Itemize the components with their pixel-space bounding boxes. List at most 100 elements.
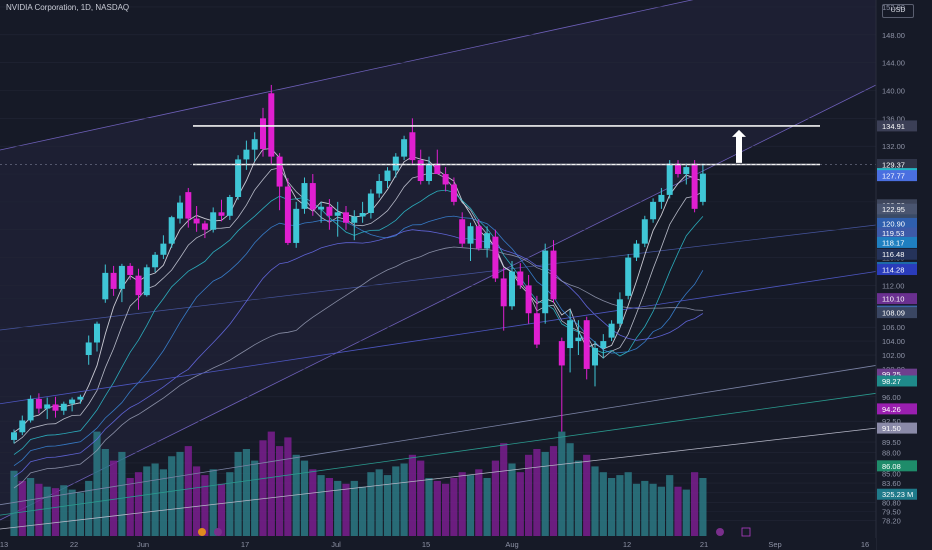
candle-body[interactable] [318, 206, 325, 210]
candle-body[interactable] [442, 174, 449, 185]
candle-body[interactable] [235, 159, 242, 197]
candle-body[interactable] [434, 163, 441, 175]
candle-body[interactable] [367, 193, 374, 214]
candle-body[interactable] [384, 170, 391, 181]
candle-body[interactable] [533, 313, 540, 345]
candle-body[interactable] [600, 341, 607, 349]
candle-body[interactable] [185, 192, 192, 219]
volume-bar [450, 478, 458, 536]
candle-body[interactable] [517, 271, 524, 286]
candle-body[interactable] [110, 272, 117, 289]
candle-body[interactable] [691, 163, 698, 209]
candle-body[interactable] [608, 323, 615, 338]
candle-body[interactable] [60, 403, 67, 411]
candle-body[interactable] [500, 278, 507, 307]
candle-body[interactable] [284, 186, 291, 243]
candle-body[interactable] [276, 156, 283, 187]
event-marker-icon[interactable] [198, 528, 206, 536]
candle-body[interactable] [450, 184, 457, 202]
candle-body[interactable] [143, 267, 150, 296]
candle-body[interactable] [351, 216, 358, 223]
candle-body[interactable] [201, 223, 208, 230]
candle-body[interactable] [376, 180, 383, 194]
candle-body[interactable] [616, 299, 623, 324]
volume-bar [151, 463, 159, 536]
candle-body[interactable] [268, 93, 275, 157]
candle-body[interactable] [218, 212, 225, 216]
candle-body[interactable] [334, 212, 341, 216]
currency-selector[interactable]: USD [882, 4, 914, 18]
time-axis[interactable] [0, 538, 876, 550]
candle-body[interactable] [52, 404, 59, 411]
candle-body[interactable] [475, 226, 482, 249]
event-marker-icon[interactable] [741, 527, 751, 537]
candle-body[interactable] [168, 217, 175, 244]
candle-body[interactable] [558, 341, 565, 366]
candle-body[interactable] [11, 432, 17, 440]
volume-bar [525, 454, 533, 536]
candle-body[interactable] [243, 149, 250, 160]
candle-body[interactable] [152, 254, 159, 268]
candle-body[interactable] [77, 396, 84, 400]
candle-body[interactable] [102, 272, 109, 300]
candle-body[interactable] [567, 320, 574, 349]
candle-body[interactable] [525, 285, 532, 314]
candle-body[interactable] [135, 275, 142, 296]
candle-body[interactable] [542, 250, 549, 314]
candle-body[interactable] [699, 173, 706, 202]
candle-body[interactable] [44, 404, 51, 409]
candle-body[interactable] [301, 183, 308, 209]
candle-body[interactable] [426, 163, 432, 181]
candle-body[interactable] [85, 342, 92, 356]
candle-body[interactable] [127, 265, 134, 275]
candle-body[interactable] [359, 213, 366, 217]
candle-body[interactable] [94, 323, 100, 343]
candle-body[interactable] [484, 233, 491, 249]
candle-body[interactable] [592, 348, 598, 366]
candle-body[interactable] [19, 420, 26, 433]
candle-body[interactable] [633, 243, 640, 258]
candle-body[interactable] [641, 219, 648, 244]
event-marker-icon[interactable] [716, 528, 724, 536]
candle-body[interactable] [467, 226, 474, 244]
candle-body[interactable] [401, 139, 408, 157]
candle-body[interactable] [675, 163, 681, 175]
candle-body[interactable] [260, 118, 266, 149]
candle-body[interactable] [683, 167, 690, 175]
candle-body[interactable] [69, 399, 76, 404]
event-marker-icon[interactable] [214, 528, 222, 536]
candle-body[interactable] [193, 218, 200, 224]
candle-body[interactable] [251, 139, 258, 150]
candle-body[interactable] [343, 212, 349, 223]
volume-bar [10, 470, 18, 536]
volume-bar [483, 478, 491, 536]
candle-body[interactable] [650, 201, 657, 220]
candle-body[interactable] [293, 208, 300, 243]
candle-body[interactable] [492, 236, 499, 279]
candle-body[interactable] [118, 265, 125, 289]
candle-body[interactable] [575, 337, 582, 342]
volume-bar [433, 480, 441, 536]
volume-bar [574, 460, 582, 536]
candle-body[interactable] [417, 160, 424, 181]
candle-body[interactable] [160, 243, 167, 255]
candle-body[interactable] [309, 183, 316, 210]
y-tick-label: 132.00 [882, 142, 905, 151]
candle-body[interactable] [226, 196, 233, 216]
candle-body[interactable] [509, 271, 515, 307]
candle-body[interactable] [35, 398, 42, 409]
volume-bar [342, 483, 350, 536]
candle-body[interactable] [326, 206, 333, 216]
candle-body[interactable] [27, 398, 34, 421]
candle-body[interactable] [666, 163, 673, 195]
candle-body[interactable] [210, 212, 217, 230]
candle-body[interactable] [459, 219, 466, 244]
candle-body[interactable] [583, 320, 590, 369]
candle-body[interactable] [625, 257, 632, 296]
candle-body[interactable] [392, 156, 399, 171]
candle-body[interactable] [658, 194, 665, 202]
candle-body[interactable] [409, 132, 416, 161]
candle-body[interactable] [177, 202, 183, 219]
candle-body[interactable] [550, 250, 557, 300]
